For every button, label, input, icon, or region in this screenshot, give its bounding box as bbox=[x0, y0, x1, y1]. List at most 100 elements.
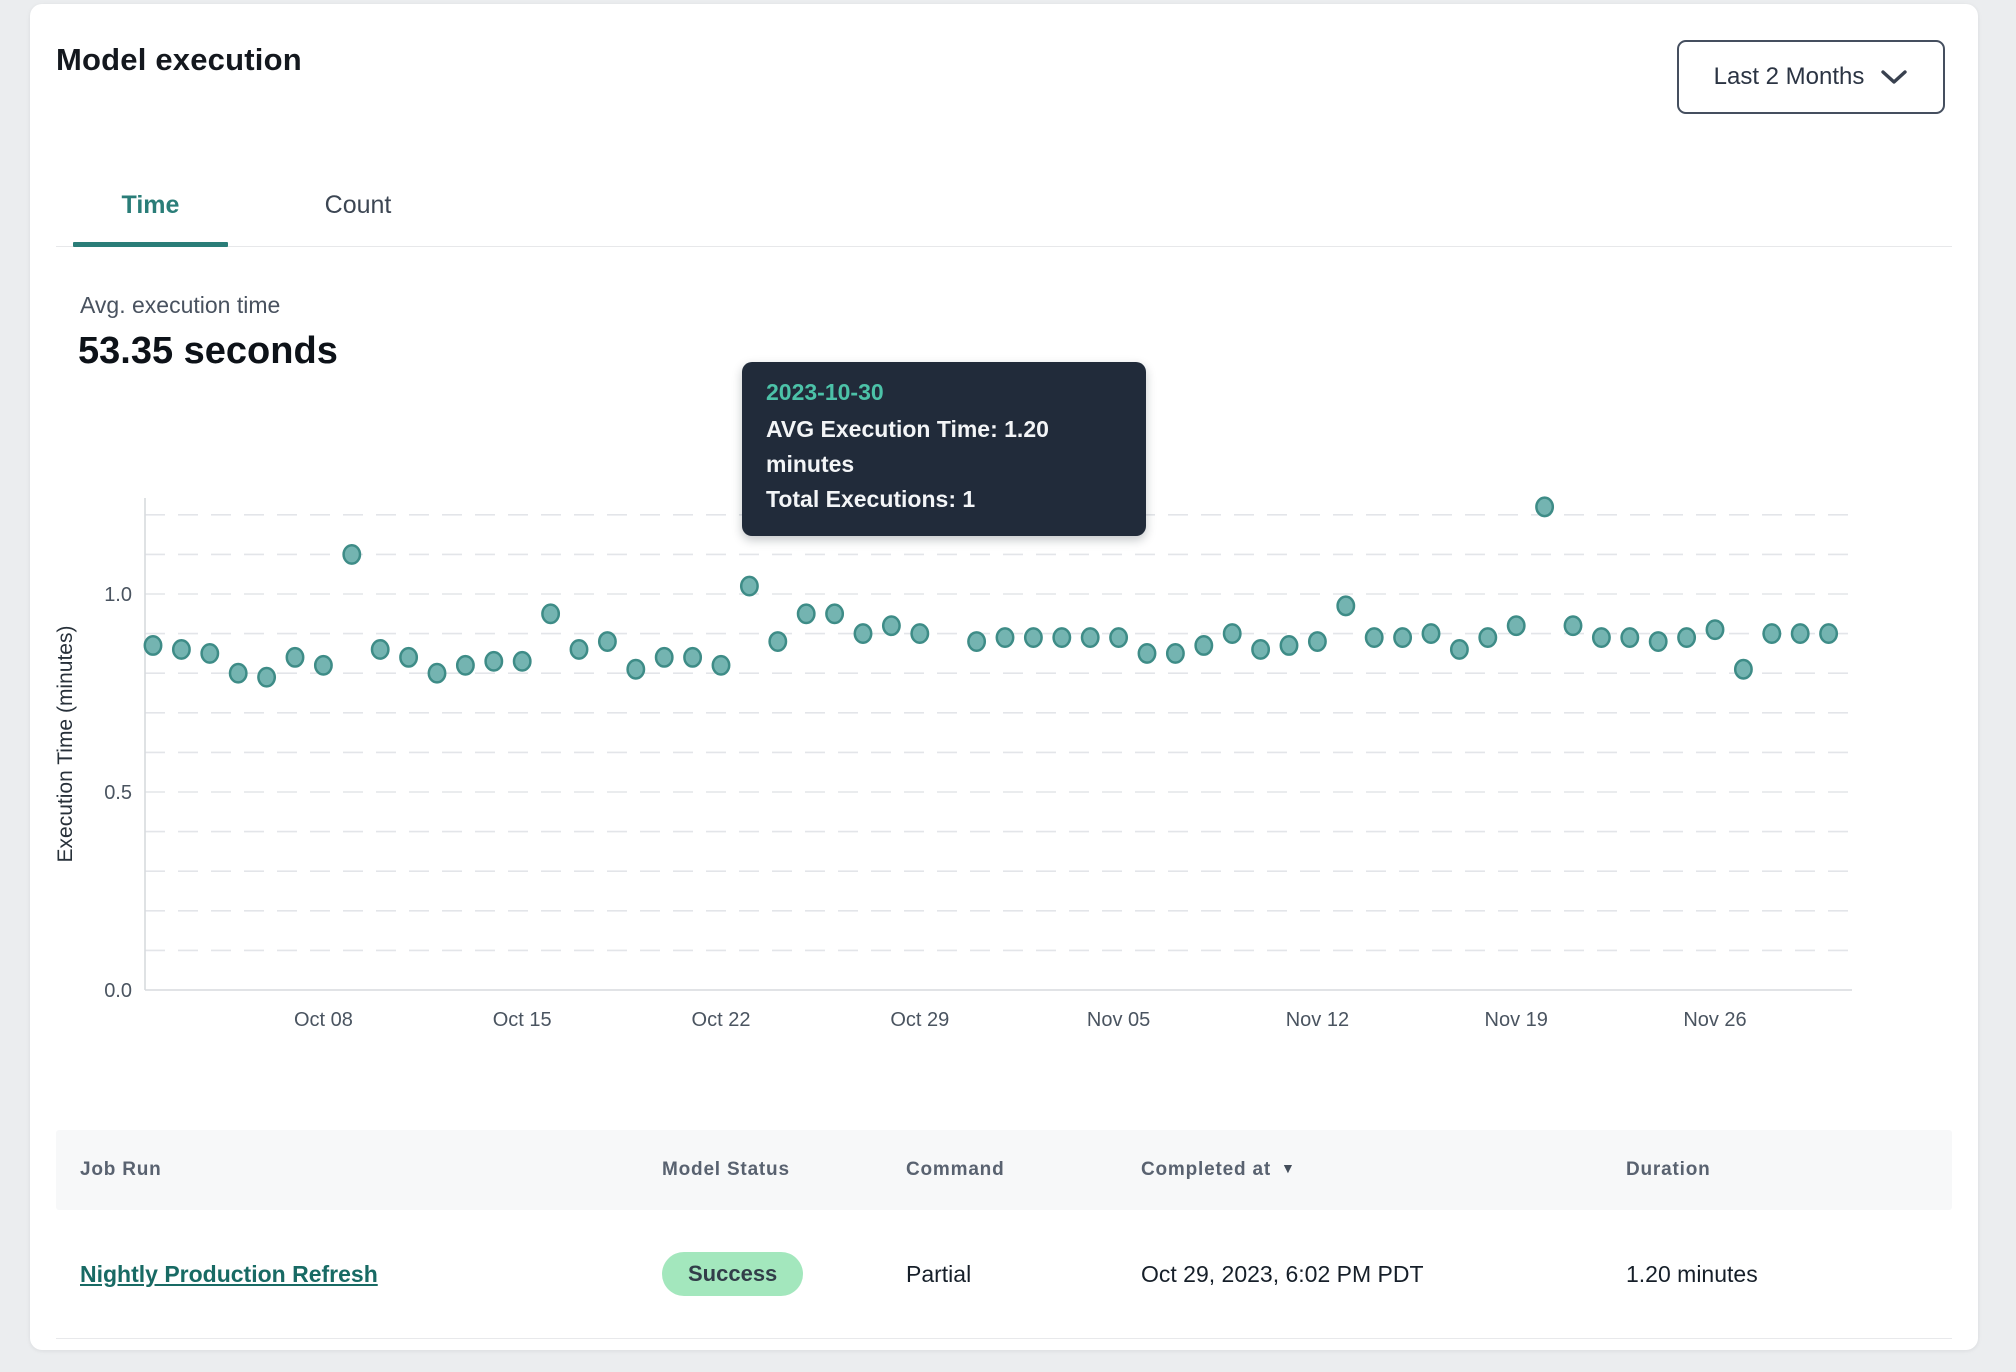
date-range-select[interactable]: Last 2 Months bbox=[1677, 40, 1945, 114]
duration-cell: 1.20 minutes bbox=[1626, 1260, 1758, 1287]
data-point[interactable] bbox=[1762, 623, 1782, 645]
data-point[interactable] bbox=[1648, 631, 1668, 652]
data-point[interactable] bbox=[1705, 619, 1725, 641]
data-point[interactable] bbox=[1222, 623, 1242, 645]
x-tick-label: Nov 19 bbox=[1485, 1009, 1548, 1031]
column-header-command: Command bbox=[906, 1159, 1005, 1180]
x-tick-label: Oct 29 bbox=[890, 1009, 949, 1031]
tooltip-avg-execution-time: AVG Execution Time: 1.20 minutes bbox=[766, 416, 1049, 477]
data-point[interactable] bbox=[484, 650, 504, 672]
chart-tooltip: 2023-10-30 AVG Execution Time: 1.20 minu… bbox=[742, 362, 1146, 536]
data-point[interactable] bbox=[1421, 623, 1441, 645]
data-point[interactable] bbox=[1307, 631, 1327, 652]
column-header-model-status: Model Status bbox=[662, 1159, 790, 1180]
tab-time[interactable]: Time bbox=[73, 164, 228, 247]
data-point[interactable] bbox=[1165, 642, 1185, 664]
data-point[interactable] bbox=[626, 658, 646, 680]
data-point[interactable] bbox=[370, 638, 390, 660]
data-point[interactable] bbox=[1080, 627, 1100, 649]
data-point[interactable] bbox=[427, 662, 447, 684]
data-point[interactable] bbox=[768, 631, 788, 652]
data-point[interactable] bbox=[1563, 615, 1583, 637]
avg-execution-time-value: 53.35 seconds bbox=[78, 330, 338, 372]
x-tick-label: Nov 26 bbox=[1683, 1009, 1746, 1031]
data-point[interactable] bbox=[455, 654, 475, 676]
chevron-down-icon bbox=[1880, 68, 1908, 86]
points-group bbox=[143, 496, 1839, 688]
tab-count[interactable]: Count bbox=[324, 190, 392, 219]
data-point[interactable] bbox=[541, 603, 561, 625]
axis-group bbox=[144, 498, 1852, 991]
data-point[interactable] bbox=[1251, 638, 1271, 660]
data-point[interactable] bbox=[967, 631, 987, 652]
data-point[interactable] bbox=[711, 654, 731, 676]
avg-execution-time-label: Avg. execution time bbox=[80, 292, 281, 318]
column-header-completed-at[interactable]: Completed at ▼ bbox=[1141, 1159, 1296, 1180]
x-tick-label: Oct 08 bbox=[294, 1009, 353, 1031]
page-title: Model execution bbox=[56, 42, 302, 77]
data-point[interactable] bbox=[200, 642, 220, 664]
data-point[interactable] bbox=[995, 627, 1015, 649]
tabs-bar: Time Count bbox=[56, 164, 1952, 247]
tooltip-total-executions: Total Executions: 1 bbox=[766, 486, 976, 512]
data-point[interactable] bbox=[1819, 623, 1839, 645]
tooltip-date: 2023-10-30 bbox=[766, 379, 884, 405]
data-point[interactable] bbox=[512, 650, 532, 672]
data-point[interactable] bbox=[853, 623, 873, 645]
data-point[interactable] bbox=[1677, 627, 1697, 649]
data-point[interactable] bbox=[143, 635, 163, 656]
data-point[interactable] bbox=[1194, 635, 1214, 656]
x-tick-label: Oct 15 bbox=[493, 1009, 552, 1031]
data-point[interactable] bbox=[739, 575, 759, 597]
data-point[interactable] bbox=[881, 615, 901, 637]
data-point[interactable] bbox=[1478, 627, 1498, 649]
x-tick-label: Nov 12 bbox=[1286, 1009, 1349, 1031]
column-header-duration: Duration bbox=[1626, 1159, 1711, 1180]
data-point[interactable] bbox=[1733, 658, 1753, 680]
data-point[interactable] bbox=[796, 603, 816, 625]
data-point[interactable] bbox=[171, 638, 191, 660]
data-point[interactable] bbox=[1137, 642, 1157, 664]
data-point[interactable] bbox=[257, 666, 277, 688]
gridlines-group bbox=[145, 513, 1852, 952]
data-point[interactable] bbox=[825, 603, 845, 625]
data-point[interactable] bbox=[1620, 627, 1640, 649]
y-axis-title: Execution Time (minutes) bbox=[56, 626, 77, 863]
data-point[interactable] bbox=[1336, 595, 1356, 617]
command-cell: Partial bbox=[906, 1260, 972, 1287]
data-point[interactable] bbox=[1052, 627, 1072, 649]
data-point[interactable] bbox=[654, 646, 674, 668]
data-point[interactable] bbox=[285, 646, 305, 668]
status-badge: Success bbox=[662, 1252, 804, 1296]
data-point[interactable] bbox=[1790, 623, 1810, 645]
job-run-link[interactable]: Nightly Production Refresh bbox=[80, 1260, 378, 1287]
data-point[interactable] bbox=[399, 646, 419, 668]
data-point[interactable] bbox=[1535, 496, 1555, 518]
table-header-row: Job Run Model Status Command Completed a… bbox=[56, 1130, 1952, 1210]
x-tick-label: Oct 22 bbox=[692, 1009, 751, 1031]
execution-time-scatter-chart[interactable]: 0.0 0.5 1.0 Oct 08 Oct 15 Oct 22 Oct 29 Nov 05 N… bbox=[54, 470, 1952, 1040]
data-point[interactable] bbox=[683, 646, 703, 668]
data-point[interactable] bbox=[313, 654, 333, 676]
sort-desc-icon: ▼ bbox=[1280, 1160, 1296, 1176]
table-row: Nightly Production Refresh Success Parti… bbox=[56, 1210, 1952, 1339]
model-execution-card: Model execution Last 2 Months Time Count… bbox=[30, 4, 1978, 1350]
data-point[interactable] bbox=[1279, 635, 1299, 656]
data-point[interactable] bbox=[342, 543, 362, 565]
data-point[interactable] bbox=[1109, 627, 1129, 649]
y-tick-label: 0.5 bbox=[104, 782, 132, 804]
data-point[interactable] bbox=[1364, 627, 1384, 649]
data-point[interactable] bbox=[1393, 627, 1413, 649]
data-point[interactable] bbox=[1506, 615, 1526, 637]
y-tick-label: 0.0 bbox=[104, 980, 132, 1002]
data-point[interactable] bbox=[228, 662, 248, 684]
data-point[interactable] bbox=[569, 638, 589, 660]
data-point[interactable] bbox=[1449, 638, 1469, 660]
data-point[interactable] bbox=[597, 631, 617, 652]
data-point[interactable] bbox=[910, 623, 930, 645]
chart-canvas: 0.0 0.5 1.0 Oct 08 Oct 15 Oct 22 Oct 29 Nov 05 N… bbox=[54, 496, 1852, 1031]
data-point[interactable] bbox=[1023, 627, 1043, 649]
date-range-value: Last 2 Months bbox=[1713, 63, 1865, 90]
tick-labels-group: 0.0 0.5 1.0 Oct 08 Oct 15 Oct 22 Oct 29 Nov 05 N… bbox=[104, 584, 1747, 1031]
data-point[interactable] bbox=[1591, 627, 1611, 649]
